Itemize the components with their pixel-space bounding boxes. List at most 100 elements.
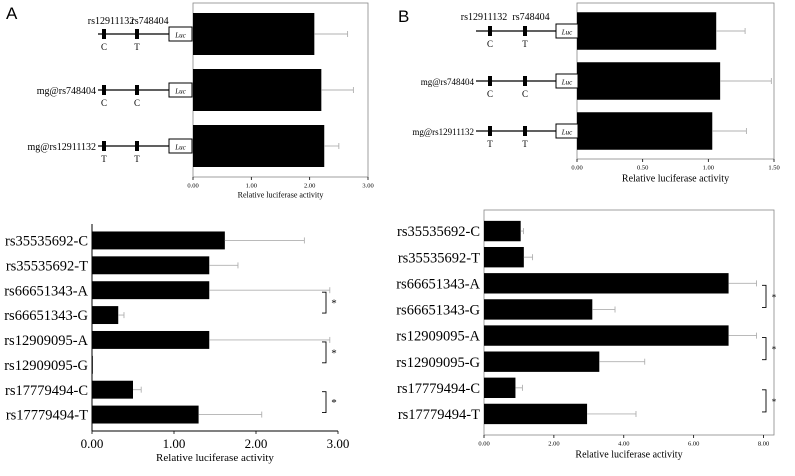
A-bottom-bar [92, 355, 93, 374]
B-bottom-significance-star: * [772, 292, 777, 302]
B-bottom-bar [484, 299, 593, 320]
A-top-x-tick-label: 2.00 [304, 183, 315, 190]
B-top-x-tick-label: 0.00 [571, 165, 582, 172]
A-bottom-category-label: rs12909095-A [4, 333, 88, 349]
B-top-bar [577, 62, 721, 100]
B-bottom-bar [484, 377, 516, 399]
panel-b-allele-label: T [487, 139, 493, 149]
A-bottom-bar [92, 330, 210, 349]
panel-b-allele-label: C [487, 39, 493, 49]
panel-a-luc-label: Luc [174, 144, 186, 152]
panel-b-snp-marker [488, 26, 492, 36]
A-bottom-category-label: rs35535692-T [6, 258, 88, 274]
A-bottom-bar [92, 380, 133, 399]
A-bottom-category-label: rs35535692-C [5, 234, 88, 250]
B-top-bar [577, 112, 713, 150]
B-bottom-significance-bracket [762, 284, 767, 308]
B-bottom-category-label: rs12909095-G [396, 355, 480, 371]
panel-a-luc-label: Luc [174, 88, 186, 96]
B-bottom-x-tick-label: 2.00 [548, 441, 559, 448]
panel-a-snp-marker [135, 85, 139, 95]
A-bottom-bar [92, 281, 210, 300]
A-bottom-bar [92, 405, 199, 424]
B-bottom-category-label: rs66651343-G [396, 303, 480, 319]
B-top-x-tick-label: 1.50 [768, 165, 779, 172]
B-bottom-bar [484, 246, 524, 268]
panel-b-luc-box [555, 23, 579, 39]
B-bottom-significance-star: * [772, 345, 777, 355]
A-bottom-x-tick-label: 2.00 [245, 436, 268, 451]
panel-a-allele-label: C [134, 98, 140, 108]
panel-b-luc-box [555, 123, 579, 139]
A-bottom-category-label: rs66651343-G [4, 308, 88, 324]
panel-b-luc-label: Luc [561, 129, 573, 137]
B-bottom-category-label: rs66651343-A [396, 276, 480, 292]
panel-a-luc-box [168, 26, 193, 42]
A-bottom-x-axis-label: Relative luciferase activity [156, 452, 274, 464]
B-bottom-x-tick-label: 8.00 [758, 441, 769, 448]
B-top-bar [577, 12, 717, 50]
panel-a-allele-label: T [101, 154, 107, 164]
A-top-bar [193, 69, 322, 111]
panel-a-luc-box [168, 82, 193, 98]
panel-a-header-snp-2: rs748404 [131, 16, 168, 27]
B-bottom-x-tick-label: 6.00 [688, 441, 699, 448]
A-top-x-tick-label: 0.00 [187, 183, 198, 190]
panel-b-snp-marker [523, 26, 527, 36]
panel-a-luc-box [168, 138, 193, 154]
panel-a-allele-label: T [134, 154, 140, 164]
A-bottom-x-tick-label: 3.00 [327, 436, 350, 451]
panel-b-luc-label: Luc [561, 79, 573, 87]
A-bottom-significance-bracket [322, 291, 327, 314]
panel-a-allele-label: C [101, 42, 107, 52]
panel-b-snp-marker [523, 126, 527, 136]
panel-b-snp-marker [488, 126, 492, 136]
panel-b-construct-label: mg@rs12911132 [412, 127, 474, 137]
B-bottom-category-label: rs35535692-T [398, 250, 480, 266]
panel-label-b: B [398, 7, 410, 26]
B-bottom-x-axis-label: Relative luciferase activity [575, 450, 682, 461]
B-bottom-x-tick-label: 0.00 [478, 441, 489, 448]
panel-b-header-snp-2: rs748404 [512, 12, 549, 23]
A-bottom-x-tick-label: 0.00 [81, 436, 104, 451]
B-bottom-bar [484, 325, 729, 346]
B-top-x-tick-label: 1.00 [703, 165, 714, 172]
panel-a-snp-marker [135, 141, 139, 151]
A-bottom-bar [92, 306, 119, 325]
A-bottom-x-tick-label: 1.00 [163, 436, 186, 451]
panel-b-luc-box [555, 73, 579, 89]
B-bottom-significance-star: * [772, 397, 777, 407]
A-bottom-significance-star: * [331, 397, 337, 409]
panel-b-allele-label: T [522, 139, 528, 149]
panel-b-snp-marker [488, 76, 492, 86]
panel-b-snp-marker [523, 76, 527, 86]
panel-a-header-snp-1: rs12911132 [88, 16, 134, 27]
panel-b-construct-label: mg@rs748404 [421, 77, 475, 87]
A-bottom-significance-bracket [322, 341, 327, 364]
B-bottom-x-tick-label: 4.00 [618, 441, 629, 448]
panel-a-luc-label: Luc [174, 32, 186, 40]
B-top-x-tick-label: 0.50 [637, 165, 648, 172]
panel-a-snp-marker [102, 85, 106, 95]
panel-b-allele-label: C [522, 89, 528, 99]
B-top-x-axis-label: Relative luciferase activity [622, 174, 729, 185]
panel-a-snp-marker [135, 29, 139, 39]
A-bottom-significance-star: * [331, 347, 337, 359]
B-bottom-category-label: rs12909095-A [396, 329, 480, 345]
A-bottom-category-label: rs66651343-A [4, 283, 88, 299]
panel-a-snp-marker [102, 141, 106, 151]
A-top-x-axis-label: Relative luciferase activity [238, 191, 324, 200]
A-bottom-category-label: rs12909095-G [4, 358, 88, 374]
B-bottom-bar [484, 220, 521, 242]
A-top-x-tick-label: 3.00 [362, 183, 373, 190]
B-bottom-bar [484, 273, 729, 294]
A-bottom-significance-bracket [322, 391, 327, 414]
panel-b-allele-label: T [522, 39, 528, 49]
B-bottom-category-label: rs35535692-C [397, 224, 480, 240]
panel-a-allele-label: T [134, 42, 140, 52]
A-top-bar [193, 13, 315, 55]
B-bottom-significance-bracket [762, 337, 767, 361]
panel-label-a: A [6, 4, 18, 23]
panel-a-construct-label: mg@rs12911132 [28, 142, 96, 153]
